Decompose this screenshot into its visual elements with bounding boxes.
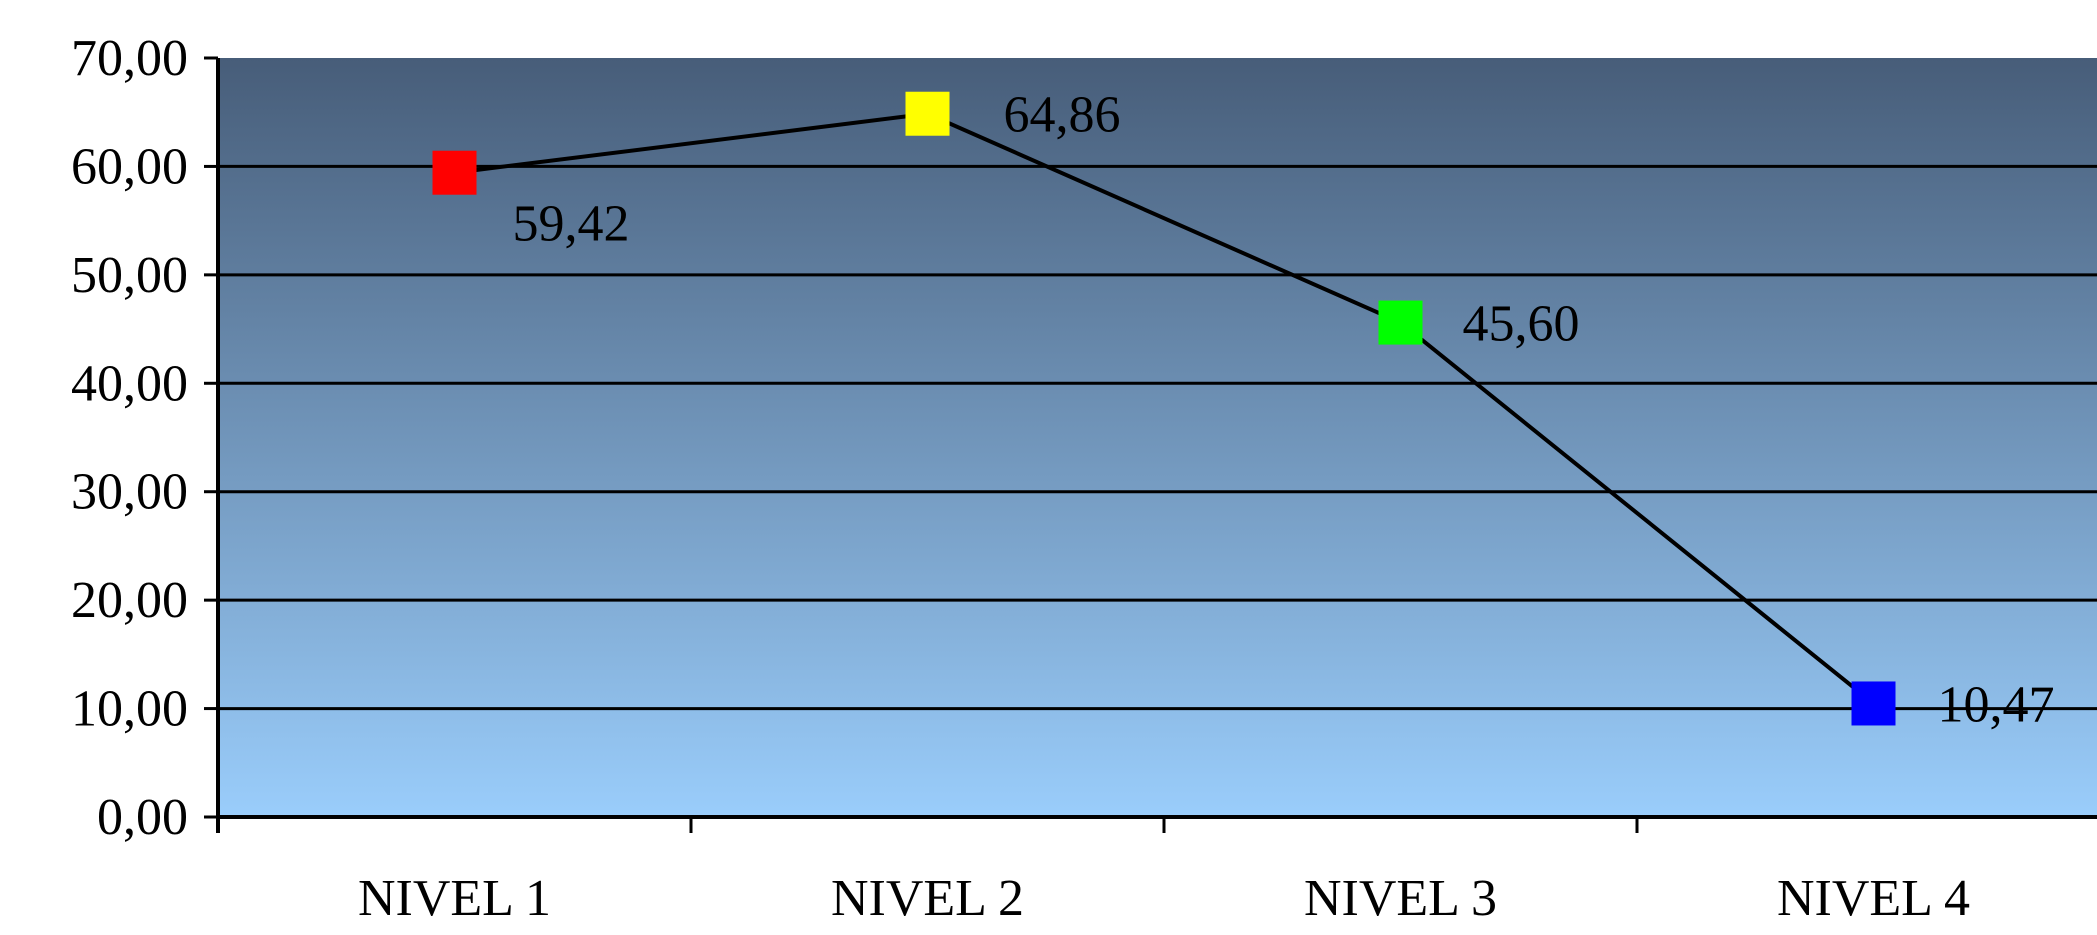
data-label: 10,47 xyxy=(1938,676,2055,733)
series-line xyxy=(454,111,1875,706)
y-tick-label: 20,00 xyxy=(71,572,188,629)
x-tick-label: NIVEL 3 xyxy=(1304,870,1497,927)
data-point-marker xyxy=(432,150,477,195)
data-label: 59,42 xyxy=(513,196,630,253)
data-label: 45,60 xyxy=(1463,296,1580,353)
y-tick-label: 40,00 xyxy=(71,355,188,412)
x-tick-label: NIVEL 1 xyxy=(358,870,551,927)
y-tick-label: 60,00 xyxy=(71,138,188,195)
data-point-marker xyxy=(1851,681,1896,726)
y-tick-label: 50,00 xyxy=(71,247,188,304)
y-tick-label: 70,00 xyxy=(71,30,188,87)
x-tick-label: NIVEL 2 xyxy=(831,870,1024,927)
plot-area xyxy=(218,58,2097,817)
y-tick-label: 30,00 xyxy=(71,464,188,521)
y-tick-label: 0,00 xyxy=(97,789,188,846)
data-point-marker xyxy=(905,91,950,136)
data-point-marker xyxy=(1378,300,1423,345)
y-tick-label: 10,00 xyxy=(71,681,188,738)
x-tick-label: NIVEL 4 xyxy=(1777,870,1970,927)
data-label: 64,86 xyxy=(1004,87,1121,144)
